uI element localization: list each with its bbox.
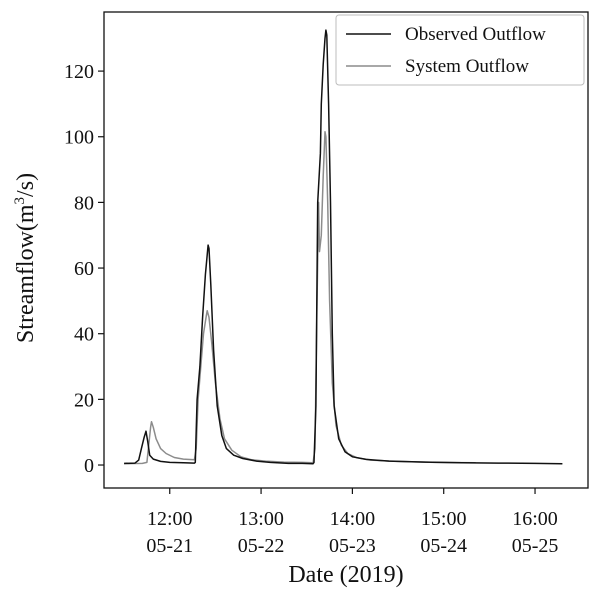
y-axis-label: Streamflow(m3/s) xyxy=(12,173,39,343)
y-tick-label: 80 xyxy=(74,192,94,214)
system-outflow-line xyxy=(124,131,476,465)
y-axis-ticks: 0 20 40 60 80 100 120 xyxy=(64,61,104,477)
y-tick-label: 40 xyxy=(74,324,94,346)
legend-box xyxy=(335,14,585,86)
legend: Observed Outflow System Outflow xyxy=(335,14,585,86)
x-tick-label-date: 05-25 xyxy=(512,535,559,557)
x-tick-label-time: 12:00 xyxy=(147,508,193,530)
y-tick-label: 20 xyxy=(74,389,94,411)
y-tick-label: 120 xyxy=(64,61,94,83)
y-tick-label: 0 xyxy=(84,455,94,477)
x-axis-ticks: 12:00 05-21 13:00 05-22 14:00 05-23 15:00 05-24… xyxy=(146,488,558,557)
legend-label-system: System Outflow xyxy=(405,56,529,77)
y-tick-label: 60 xyxy=(74,258,94,280)
observed-outflow-line xyxy=(124,29,563,465)
x-tick-label-time: 13:00 xyxy=(238,508,284,530)
x-axis-label: Date (2019) xyxy=(288,562,403,588)
x-tick-label-time: 14:00 xyxy=(330,508,376,530)
plot-frame xyxy=(103,11,589,489)
legend-label-observed: Observed Outflow xyxy=(405,24,546,45)
x-tick-label-date: 05-24 xyxy=(420,535,467,557)
y-tick-label: 100 xyxy=(64,127,94,149)
x-tick-label-time: 15:00 xyxy=(421,508,467,530)
x-tick-label-date: 05-23 xyxy=(329,535,376,557)
x-tick-label-date: 05-22 xyxy=(238,535,285,557)
x-tick-label-date: 05-21 xyxy=(146,535,193,557)
x-tick-label-time: 16:00 xyxy=(512,508,558,530)
series-lines xyxy=(124,29,563,465)
